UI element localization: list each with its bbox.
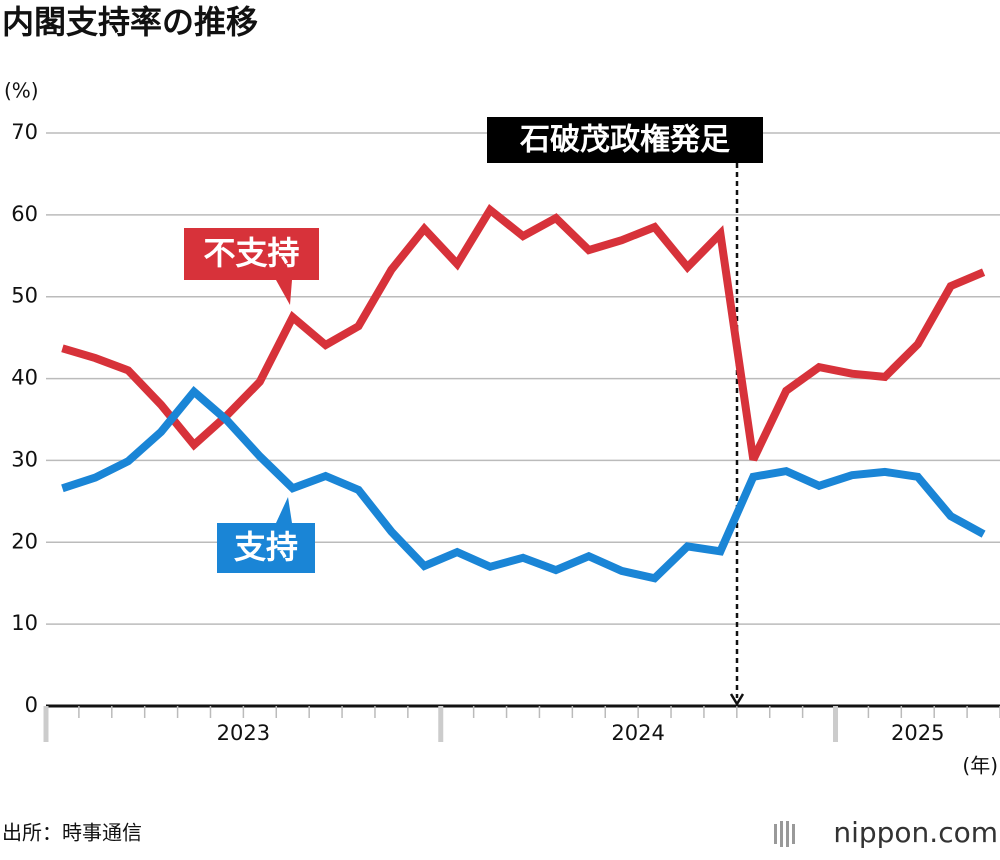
y-tick-label: 50 bbox=[11, 284, 38, 308]
y-tick-label: 60 bbox=[11, 202, 38, 226]
series-line bbox=[61, 203, 986, 462]
legend-label: 不支持 bbox=[203, 234, 299, 272]
logo: nippon.com bbox=[833, 816, 998, 849]
x-tick-label: 2025 bbox=[891, 721, 944, 745]
legend-label: 支持 bbox=[234, 528, 298, 566]
y-tick-label: 30 bbox=[11, 447, 38, 471]
legend-pointer bbox=[276, 280, 292, 305]
chart-title: 内閣支持率の推移 bbox=[2, 3, 258, 41]
y-tick-label: 70 bbox=[11, 120, 38, 144]
logo-icon bbox=[774, 821, 795, 847]
y-tick-label: 10 bbox=[11, 611, 38, 635]
legend-box bbox=[184, 228, 319, 280]
source: 出所：時事通信 bbox=[2, 821, 142, 845]
x-tick-label: 2024 bbox=[611, 721, 664, 745]
y-tick-label: 40 bbox=[11, 366, 38, 390]
x-unit: (年) bbox=[962, 754, 998, 778]
annotation: 石破茂政権発足 bbox=[519, 123, 730, 158]
y-tick-label: 0 bbox=[25, 693, 38, 717]
series-line bbox=[61, 385, 986, 583]
legend-pointer bbox=[276, 497, 292, 523]
y-tick-label: 20 bbox=[11, 529, 38, 553]
annotation-box bbox=[487, 117, 763, 163]
legend-box bbox=[217, 523, 315, 573]
annotation-arrow bbox=[729, 693, 745, 707]
y-unit: (%) bbox=[4, 79, 39, 103]
x-tick-label: 2023 bbox=[217, 721, 270, 745]
